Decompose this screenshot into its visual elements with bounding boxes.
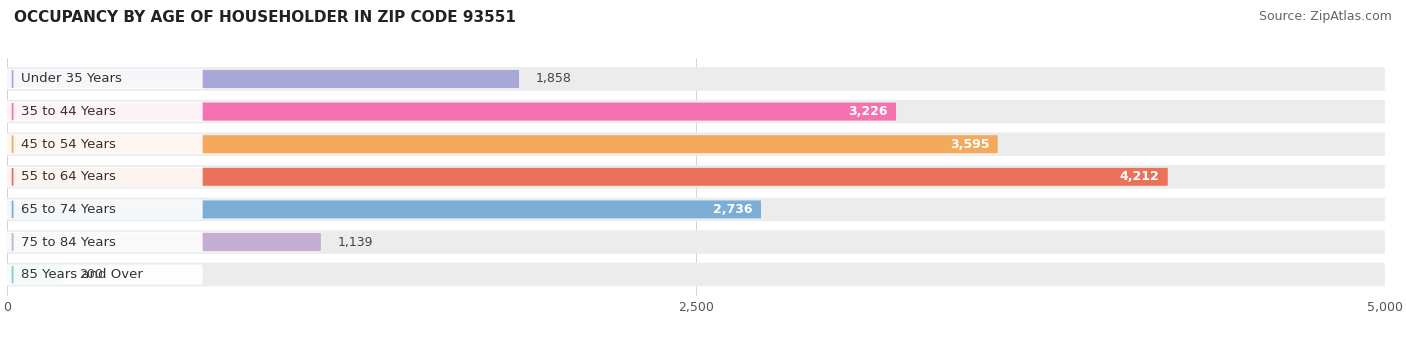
FancyBboxPatch shape (7, 103, 896, 121)
Text: 75 to 84 Years: 75 to 84 Years (21, 236, 115, 249)
Text: 35 to 44 Years: 35 to 44 Years (21, 105, 115, 118)
FancyBboxPatch shape (7, 100, 1385, 123)
Text: 200: 200 (79, 268, 103, 281)
FancyBboxPatch shape (1, 102, 202, 122)
FancyBboxPatch shape (1, 69, 202, 89)
Text: 55 to 64 Years: 55 to 64 Years (21, 170, 115, 183)
FancyBboxPatch shape (1, 200, 202, 219)
FancyBboxPatch shape (7, 201, 761, 218)
FancyBboxPatch shape (7, 165, 1385, 189)
Text: 65 to 74 Years: 65 to 74 Years (21, 203, 115, 216)
FancyBboxPatch shape (1, 167, 202, 187)
FancyBboxPatch shape (7, 135, 998, 153)
FancyBboxPatch shape (7, 230, 1385, 254)
FancyBboxPatch shape (1, 134, 202, 154)
FancyBboxPatch shape (7, 168, 1168, 186)
Text: 2,736: 2,736 (713, 203, 752, 216)
FancyBboxPatch shape (7, 266, 62, 284)
Text: 85 Years and Over: 85 Years and Over (21, 268, 142, 281)
Text: Under 35 Years: Under 35 Years (21, 72, 122, 85)
FancyBboxPatch shape (7, 263, 1385, 286)
FancyBboxPatch shape (1, 265, 202, 285)
Text: 45 to 54 Years: 45 to 54 Years (21, 138, 115, 151)
FancyBboxPatch shape (7, 67, 1385, 91)
Text: 1,858: 1,858 (536, 72, 571, 85)
Text: OCCUPANCY BY AGE OF HOUSEHOLDER IN ZIP CODE 93551: OCCUPANCY BY AGE OF HOUSEHOLDER IN ZIP C… (14, 10, 516, 25)
FancyBboxPatch shape (7, 233, 321, 251)
Text: 1,139: 1,139 (337, 236, 373, 249)
Text: 4,212: 4,212 (1119, 170, 1160, 183)
FancyBboxPatch shape (1, 232, 202, 252)
Text: Source: ZipAtlas.com: Source: ZipAtlas.com (1258, 10, 1392, 23)
FancyBboxPatch shape (7, 198, 1385, 221)
Text: 3,226: 3,226 (848, 105, 887, 118)
Text: 3,595: 3,595 (950, 138, 990, 151)
FancyBboxPatch shape (7, 70, 519, 88)
FancyBboxPatch shape (7, 133, 1385, 156)
